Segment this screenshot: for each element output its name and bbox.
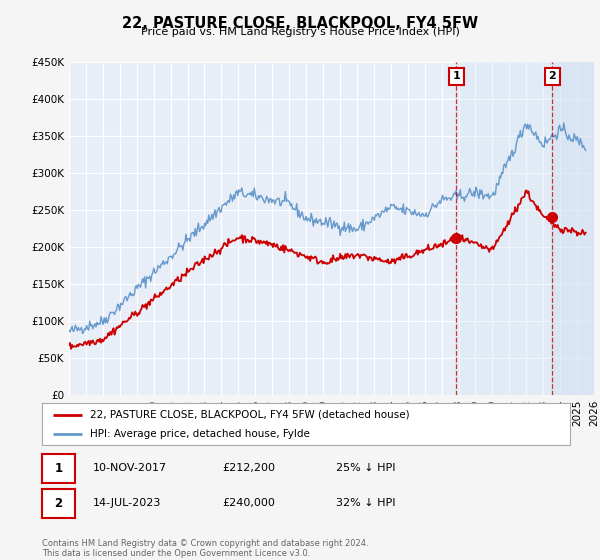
Text: 14-JUL-2023: 14-JUL-2023 [93,498,161,508]
Text: HPI: Average price, detached house, Fylde: HPI: Average price, detached house, Fyld… [89,429,310,439]
Text: 10-NOV-2017: 10-NOV-2017 [93,463,167,473]
Bar [553,62,594,395]
Text: 32% ↓ HPI: 32% ↓ HPI [336,498,395,508]
Text: Price paid vs. HM Land Registry's House Price Index (HPI): Price paid vs. HM Land Registry's House … [140,27,460,37]
Text: 22, PASTURE CLOSE, BLACKPOOL, FY4 5FW (detached house): 22, PASTURE CLOSE, BLACKPOOL, FY4 5FW (d… [89,409,409,419]
Text: 2: 2 [55,497,62,510]
Text: 25% ↓ HPI: 25% ↓ HPI [336,463,395,473]
Text: Contains HM Land Registry data © Crown copyright and database right 2024.
This d: Contains HM Land Registry data © Crown c… [42,539,368,558]
Text: 22, PASTURE CLOSE, BLACKPOOL, FY4 5FW: 22, PASTURE CLOSE, BLACKPOOL, FY4 5FW [122,16,478,31]
Text: £240,000: £240,000 [222,498,275,508]
Text: £212,200: £212,200 [222,463,275,473]
Text: 1: 1 [452,72,460,81]
Bar [457,62,553,395]
Text: 1: 1 [55,461,62,475]
Text: 2: 2 [548,72,556,81]
